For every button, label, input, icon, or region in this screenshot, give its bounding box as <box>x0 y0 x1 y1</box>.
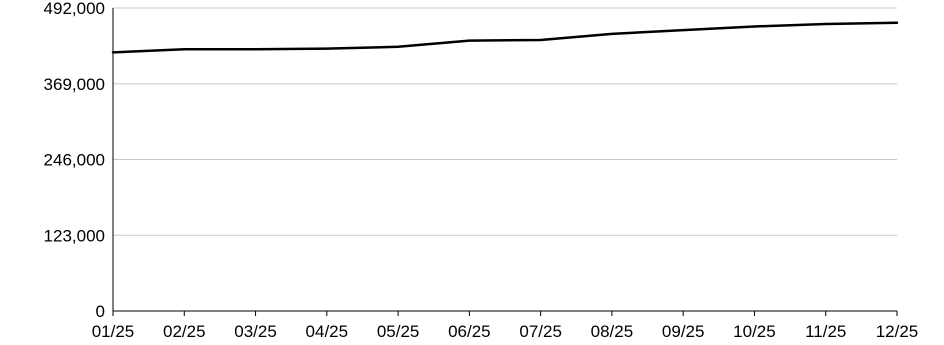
series-layer <box>111 21 899 54</box>
x-tick-label: 02/25 <box>163 322 206 341</box>
axes <box>112 8 898 316</box>
x-tick-label: 05/25 <box>377 322 420 341</box>
y-tick-label: 0 <box>96 302 105 321</box>
x-tick-label: 01/25 <box>92 322 135 341</box>
x-tick-label: 11/25 <box>805 322 846 341</box>
y-tick-label: 492,000 <box>44 0 105 18</box>
x-tick-label: 06/25 <box>448 322 491 341</box>
x-tick-label: 04/25 <box>306 322 349 341</box>
y-tick-label: 369,000 <box>44 75 105 94</box>
x-tick-label: 07/25 <box>519 322 562 341</box>
y-tick-label: 123,000 <box>44 226 105 245</box>
x-tick-label: 10/25 <box>733 322 776 341</box>
x-tick-labels: 01/25 02/25 03/25 04/25 05/25 06/25 07/25 08/25… <box>92 322 919 341</box>
x-tick-label: 09/25 <box>662 322 705 341</box>
y-tick-labels: 0 123,000 246,000 369,000 492,000 <box>44 0 105 321</box>
x-tick-label: 03/25 <box>234 322 277 341</box>
x-tick-label: 12/25 <box>876 322 919 341</box>
x-tick-label: 08/25 <box>591 322 634 341</box>
y-tick-label: 246,000 <box>44 151 105 170</box>
series-line <box>111 21 899 54</box>
grid-lines <box>113 7 897 236</box>
